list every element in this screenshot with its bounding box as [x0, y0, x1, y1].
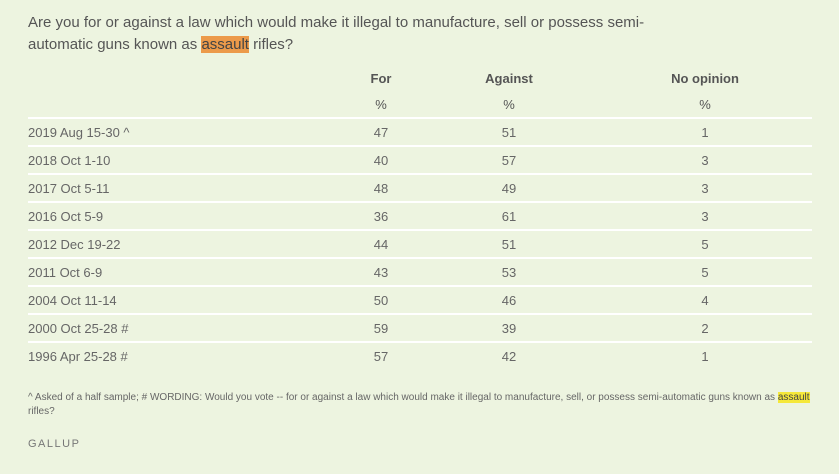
- no-opinion-cell: 5: [701, 265, 709, 280]
- question-part: Are you for or against a law which would…: [28, 14, 645, 53]
- date-cell: 2016 Oct 5-9: [28, 209, 104, 224]
- date-cell: 2011 Oct 6-9: [28, 265, 103, 280]
- date-cell: 2018 Oct 1-10: [28, 153, 111, 168]
- no-opinion-cell: 1: [701, 125, 709, 140]
- table-row: 2016 Oct 5-9 36 61 3: [28, 201, 812, 229]
- footnote-part: rifles?: [28, 406, 55, 417]
- unit-against: %: [503, 97, 515, 112]
- no-opinion-cell: 2: [701, 321, 709, 336]
- no-opinion-cell: 5: [701, 237, 709, 252]
- date-cell: 2004 Oct 11-14: [28, 293, 117, 308]
- for-cell: 40: [373, 153, 389, 168]
- against-cell: 46: [501, 293, 517, 308]
- for-cell: 48: [373, 181, 389, 196]
- date-cell: 1996 Apr 25-28 #: [28, 349, 128, 364]
- results-table: 2019 Aug 15-30 ^ 47 51 1 2018 Oct 1-10 40 57 3 2…: [28, 117, 812, 369]
- against-cell: 51: [501, 237, 517, 252]
- for-cell: 59: [373, 321, 389, 336]
- for-cell: 57: [373, 349, 389, 364]
- against-cell: 61: [501, 209, 517, 224]
- table-row: 2012 Dec 19-22 44 51 5: [28, 229, 812, 257]
- question-part: rifles?: [248, 36, 294, 53]
- against-cell: 51: [501, 125, 517, 140]
- table-row: 2011 Oct 6-9 43 53 5: [28, 257, 812, 285]
- date-cell: 2017 Oct 5-11: [28, 181, 110, 196]
- footnote-part: ^ Asked of a half sample; # WORDING: Wou…: [28, 392, 778, 403]
- question-highlight: assault: [201, 36, 249, 53]
- footnote-highlight: assault: [777, 392, 810, 403]
- table-row: 2000 Oct 25-28 # 59 39 2: [28, 313, 812, 341]
- gallup-logo: GALLUP: [28, 438, 81, 450]
- date-cell: 2012 Dec 19-22: [28, 237, 121, 252]
- date-cell: 2019 Aug 15-30 ^: [28, 125, 130, 140]
- for-cell: 43: [373, 265, 389, 280]
- table-row: 2018 Oct 1-10 40 57 3: [28, 145, 812, 173]
- for-cell: 47: [373, 125, 389, 140]
- no-opinion-cell: 3: [701, 181, 709, 196]
- question-text: Are you for or against a law which would…: [28, 12, 668, 56]
- table-row: 2019 Aug 15-30 ^ 47 51 1: [28, 117, 812, 145]
- against-cell: 42: [501, 349, 517, 364]
- no-opinion-cell: 4: [701, 293, 709, 308]
- no-opinion-cell: 3: [701, 209, 709, 224]
- unit-for: %: [375, 97, 387, 112]
- unit-no-opinion: %: [699, 97, 711, 112]
- for-cell: 50: [373, 293, 389, 308]
- table-row: 2004 Oct 11-14 50 46 4: [28, 285, 812, 313]
- table-row: 2017 Oct 5-11 48 49 3: [28, 173, 812, 201]
- against-cell: 49: [501, 181, 517, 196]
- no-opinion-cell: 1: [701, 349, 709, 364]
- against-cell: 57: [501, 153, 517, 168]
- against-cell: 39: [501, 321, 517, 336]
- against-cell: 53: [501, 265, 517, 280]
- for-cell: 36: [373, 209, 389, 224]
- no-opinion-cell: 3: [701, 153, 709, 168]
- footnote: ^ Asked of a half sample; # WORDING: Wou…: [28, 391, 818, 419]
- table-row: 1996 Apr 25-28 # 57 42 1: [28, 341, 812, 369]
- header-against: Against: [485, 71, 533, 86]
- header-no-opinion: No opinion: [671, 71, 739, 86]
- header-for: For: [370, 71, 392, 86]
- date-cell: 2000 Oct 25-28 #: [28, 321, 129, 336]
- for-cell: 44: [373, 237, 389, 252]
